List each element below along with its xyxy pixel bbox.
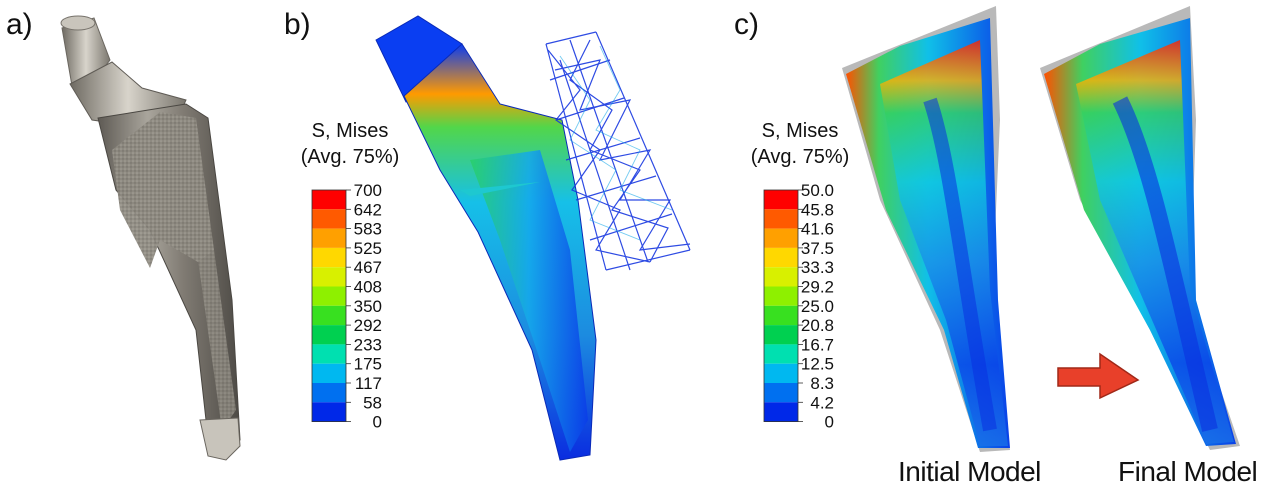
panel-a-label: a)	[6, 8, 33, 41]
legend-c-title: S, Mises (Avg. 75%)	[748, 118, 852, 170]
legend-b-tick-label: 467	[354, 258, 382, 277]
legend-c-tick-label: 20.8	[801, 316, 834, 335]
legend-b-tick-label: 408	[354, 278, 382, 297]
legend-b-tick-label: 233	[354, 335, 382, 354]
panel-c-label: c)	[734, 8, 759, 41]
legend-c-tick-label: 50.0	[801, 181, 834, 200]
right-arrow-icon	[1057, 352, 1140, 400]
legend-c-swatch	[764, 228, 798, 248]
legend-c-tick-label: 45.8	[801, 200, 834, 219]
final-model-caption: Final Model	[1118, 456, 1258, 487]
legend-c-swatch	[764, 247, 798, 268]
legend-b-swatch	[312, 383, 346, 403]
legend-b-swatch	[312, 267, 346, 287]
legend-c-tick-label: 12.5	[801, 355, 834, 374]
legend-c-tick-label: 29.2	[801, 278, 834, 297]
final-model	[1040, 6, 1240, 450]
legend-b-tick-label: 0	[373, 413, 382, 432]
legend-b-swatch	[312, 228, 346, 248]
legend-c-swatch	[764, 325, 798, 345]
legend-b-swatch	[312, 325, 346, 345]
legend-c-swatch	[764, 402, 798, 422]
legend-b-swatch	[312, 286, 346, 306]
legend-b-swatch	[312, 190, 346, 210]
legend-b-swatch	[312, 247, 346, 268]
legend-c-swatch	[764, 209, 798, 229]
legend-b-swatch	[312, 209, 346, 229]
legend-c-swatch	[764, 363, 798, 383]
legend-b-tick-label: 117	[355, 374, 382, 393]
legend-b-tick-label: 292	[354, 316, 382, 335]
legend-c-tick-label: 4.2	[810, 393, 834, 412]
legend-b-tick-label: 350	[354, 297, 382, 316]
legend-b-tick-label: 58	[363, 393, 382, 412]
initial-model-caption: Initial Model	[898, 456, 1041, 487]
lattice-structure	[545, 31, 691, 271]
legend-b-swatch	[312, 305, 346, 326]
legend-b-tick-label: 583	[354, 220, 382, 239]
legend-b-swatch	[312, 344, 346, 364]
legend-c-swatch	[764, 305, 798, 326]
panel-b-label: b)	[284, 8, 311, 41]
legend-c-tick-label: 25.0	[801, 297, 834, 316]
legend-c-tick-label: 41.6	[801, 220, 834, 239]
legend-b-tick-label: 525	[354, 239, 382, 258]
legend-c-tick-label: 16.7	[801, 335, 834, 354]
initial-model	[842, 6, 1010, 452]
legend-b-tick-label: 642	[354, 200, 382, 219]
legend-c-title-line1: S, Mises	[761, 120, 839, 142]
legend-b-swatch	[312, 402, 346, 422]
legend-c-swatch	[764, 383, 798, 403]
legend-b-tick-label: 700	[354, 181, 382, 200]
legend-c-swatch	[764, 344, 798, 364]
legend-c-title-line2: (Avg. 75%)	[750, 146, 850, 168]
legend-c-swatch	[764, 267, 798, 287]
legend-b-title-line2: (Avg. 75%)	[300, 146, 400, 168]
legend-b-swatch	[312, 363, 346, 383]
legend-c-tick-label: 37.5	[801, 239, 834, 258]
legend-c-tick-label: 33.3	[801, 258, 834, 277]
legend-b-title: S, Mises (Avg. 75%)	[298, 118, 402, 170]
legend-b-tick-label: 175	[354, 355, 382, 374]
legend-c-swatch	[764, 190, 798, 210]
legend-b-title-line1: S, Mises	[311, 120, 389, 142]
legend-c-tick-label: 0	[825, 413, 834, 432]
legend-c-tick-label: 8.3	[810, 374, 834, 393]
legend-c-swatch	[764, 286, 798, 306]
